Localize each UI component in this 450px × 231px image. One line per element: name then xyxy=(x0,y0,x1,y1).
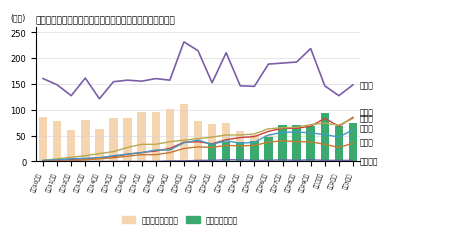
Bar xyxy=(292,146,301,162)
Bar xyxy=(194,121,202,162)
Bar xyxy=(95,130,104,162)
Text: 心移植: 心移植 xyxy=(360,124,374,133)
Bar xyxy=(67,130,76,162)
Bar xyxy=(236,142,244,162)
Bar xyxy=(292,125,301,162)
Bar xyxy=(264,137,273,162)
Bar xyxy=(39,118,47,162)
Bar xyxy=(222,143,230,162)
Bar xyxy=(349,124,357,162)
Bar xyxy=(208,125,216,162)
Text: 腎移植: 腎移植 xyxy=(360,81,374,90)
Text: 肺移植: 肺移植 xyxy=(360,108,374,117)
Bar xyxy=(320,159,329,162)
Bar xyxy=(236,132,244,162)
Bar xyxy=(152,113,160,162)
Bar xyxy=(306,146,315,162)
Bar xyxy=(250,135,259,162)
Bar xyxy=(166,109,174,162)
Text: 小腸移植: 小腸移植 xyxy=(360,156,378,165)
Bar xyxy=(306,126,315,162)
Bar xyxy=(250,141,259,162)
Bar xyxy=(278,137,287,162)
Text: 脳死下・心停止後臓器提供者数と各臓器の移植件数の推移: 脳死下・心停止後臓器提供者数と各臓器の移植件数の推移 xyxy=(36,17,176,26)
Bar xyxy=(123,119,132,162)
Bar xyxy=(137,113,146,162)
Text: 膵移植: 膵移植 xyxy=(360,138,374,147)
Bar xyxy=(320,114,329,162)
Bar xyxy=(81,121,90,162)
Bar xyxy=(222,124,230,162)
Bar xyxy=(180,104,188,162)
Bar xyxy=(208,145,216,162)
Bar xyxy=(264,135,273,162)
Bar xyxy=(53,121,61,162)
Bar xyxy=(335,158,343,162)
Text: 肝移植: 肝移植 xyxy=(360,114,374,123)
Bar xyxy=(335,127,343,162)
Bar xyxy=(109,119,118,162)
Bar xyxy=(349,158,357,162)
Legend: 心停止後臓器提供, 脳死下臓器提供: 心停止後臓器提供, 脳死下臓器提供 xyxy=(119,212,241,227)
Text: (件数): (件数) xyxy=(10,13,25,22)
Bar xyxy=(278,125,287,162)
